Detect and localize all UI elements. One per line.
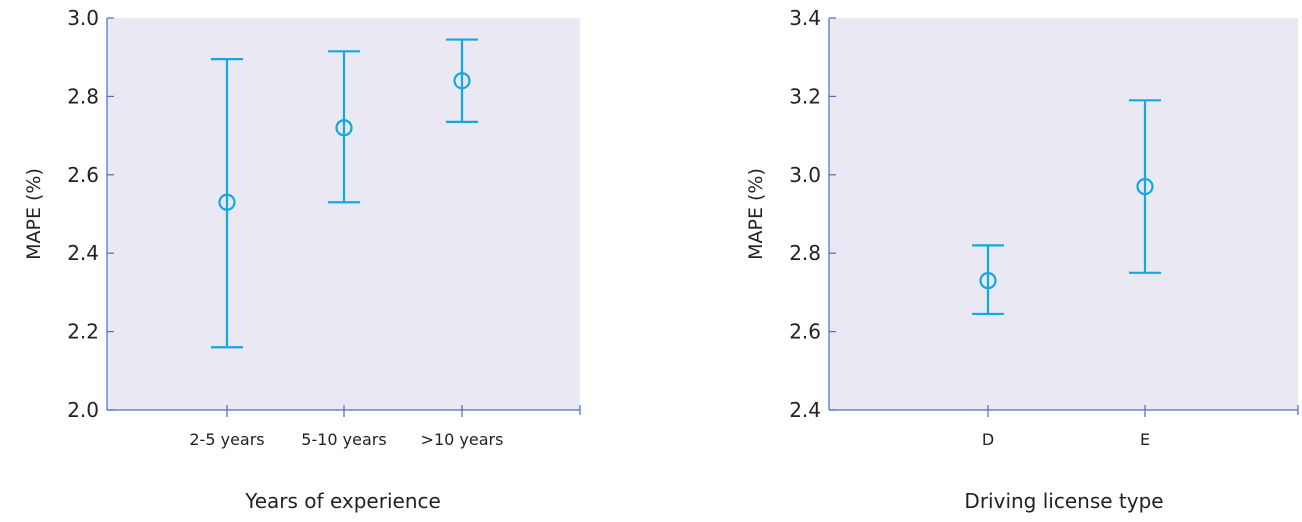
x-axis-label: Driving license type xyxy=(964,489,1163,513)
x-tick-label-d: D xyxy=(982,430,994,449)
plot-area xyxy=(829,18,1298,410)
mean-point-e xyxy=(1136,177,1154,196)
chart-driving-license-type: 2.4 2.6 2.8 3.0 3.2 3.4 D E MAPE (%) Driving lice… xyxy=(745,6,1299,513)
chart-years-of-experience: 2.0 2.2 2.4 2.6 2.8 3.0 2-5 years 5-10 years >10… xyxy=(23,6,581,513)
y-tick-label: 3.2 xyxy=(789,84,821,108)
mean-point-d xyxy=(979,272,997,290)
y-tick-label: 3.0 xyxy=(789,163,821,187)
y-tick-label: 2.2 xyxy=(67,320,99,344)
y-tick-label: 2.4 xyxy=(789,398,821,422)
mean-point-10-years xyxy=(453,72,471,90)
mean-point-5-10-years xyxy=(335,119,353,137)
y-tick-label: 2.6 xyxy=(67,163,99,187)
x-tick-label-5-10-years: 5-10 years xyxy=(301,430,386,449)
y-tick-label: 2.8 xyxy=(789,241,821,265)
y-tick-label: 2.6 xyxy=(789,320,821,344)
y-axis-label: MAPE (%) xyxy=(23,168,45,260)
y-tick-label: 3.0 xyxy=(67,6,99,30)
y-tick-label: 3.4 xyxy=(789,6,821,30)
y-axis-label: MAPE (%) xyxy=(745,168,767,260)
y-tick-label: 2.0 xyxy=(67,398,99,422)
x-axis-label: Years of experience xyxy=(244,489,441,513)
x-tick-label-10-years: >10 years xyxy=(421,430,504,449)
x-tick-label-e: E xyxy=(1140,430,1150,449)
y-tick-label: 2.8 xyxy=(67,84,99,108)
y-tick-label: 2.4 xyxy=(67,241,99,265)
x-tick-label-2-5-years: 2-5 years xyxy=(189,430,264,449)
mean-point-2-5-years xyxy=(218,193,236,211)
